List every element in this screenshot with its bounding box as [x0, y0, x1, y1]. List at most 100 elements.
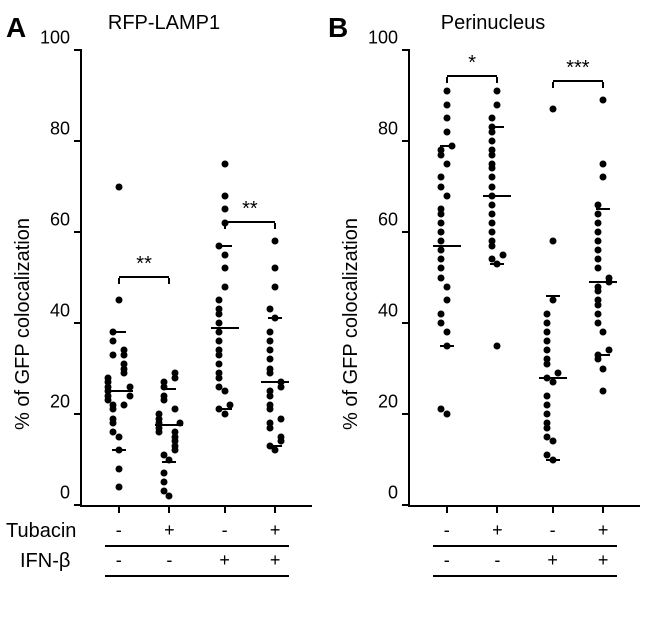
- data-point: [216, 329, 223, 336]
- data-point: [443, 128, 450, 135]
- data-point: [438, 238, 445, 245]
- y-tick-label: 20: [50, 392, 82, 413]
- data-point: [494, 342, 501, 349]
- data-point: [266, 347, 273, 354]
- data-point: [110, 415, 117, 422]
- tubacin-row-label: Tubacin: [6, 520, 76, 543]
- data-point: [544, 401, 551, 408]
- x-label-ifn: -: [444, 550, 450, 571]
- y-tick-label: 40: [378, 301, 410, 322]
- data-point: [544, 420, 551, 427]
- data-point: [544, 338, 551, 345]
- y-tick-label: 0: [60, 483, 82, 504]
- panel-a: A RFP-LAMP1 % of GFP colocalization 0204…: [0, 0, 328, 642]
- data-point: [121, 360, 128, 367]
- data-point: [544, 310, 551, 317]
- data-point: [216, 370, 223, 377]
- data-point: [438, 320, 445, 327]
- x-label-ifn: +: [270, 550, 281, 571]
- data-point: [549, 379, 556, 386]
- significance-drop: [552, 82, 554, 88]
- data-point: [494, 101, 501, 108]
- data-point: [594, 210, 601, 217]
- data-point: [161, 479, 168, 486]
- condition-underline: [105, 545, 289, 547]
- significance-drop: [224, 223, 226, 229]
- error-cap: [596, 208, 610, 210]
- y-tick: [402, 504, 410, 506]
- data-point: [221, 192, 228, 199]
- error-cap: [546, 459, 560, 461]
- error-cap: [490, 263, 504, 265]
- x-label-tubacin: -: [444, 520, 450, 541]
- data-point: [443, 411, 450, 418]
- ifn-row-label: IFN-β: [20, 550, 70, 573]
- significance-label: **: [242, 198, 258, 221]
- data-point: [594, 201, 601, 208]
- mean-bar: [211, 327, 239, 329]
- data-point: [438, 406, 445, 413]
- condition-underline: [433, 545, 617, 547]
- data-point: [272, 283, 279, 290]
- y-tick: [402, 413, 410, 415]
- data-point: [499, 251, 506, 258]
- data-point: [438, 219, 445, 226]
- data-point: [221, 388, 228, 395]
- data-point: [126, 392, 133, 399]
- x-label-tubacin: +: [270, 520, 281, 541]
- x-label-tubacin: +: [492, 520, 503, 541]
- data-point: [438, 256, 445, 263]
- data-point: [161, 379, 168, 386]
- x-label-tubacin: -: [222, 520, 228, 541]
- data-point: [594, 297, 601, 304]
- data-point: [544, 451, 551, 458]
- data-point: [544, 433, 551, 440]
- data-point: [438, 229, 445, 236]
- error-cap: [218, 408, 232, 410]
- data-point: [171, 429, 178, 436]
- data-point: [438, 183, 445, 190]
- data-point: [438, 274, 445, 281]
- data-point: [221, 251, 228, 258]
- data-point: [221, 206, 228, 213]
- x-label-ifn: -: [116, 550, 122, 571]
- data-point: [489, 160, 496, 167]
- data-point: [161, 488, 168, 495]
- panel-b-ylabel: % of GFP colocalization: [340, 218, 363, 430]
- panel-b-plot: 020406080100--+--+++****: [408, 50, 640, 507]
- y-tick: [402, 140, 410, 142]
- data-point: [544, 411, 551, 418]
- y-tick: [74, 504, 82, 506]
- data-point: [489, 147, 496, 154]
- error-cap: [440, 145, 454, 147]
- y-tick-label: 0: [388, 483, 410, 504]
- significance-drop: [118, 278, 120, 284]
- data-point: [221, 283, 228, 290]
- data-point: [544, 320, 551, 327]
- significance-bar: [225, 221, 276, 223]
- y-tick-label: 100: [40, 28, 82, 49]
- data-point: [594, 265, 601, 272]
- data-point: [171, 370, 178, 377]
- significance-bar: [447, 75, 498, 77]
- data-point: [443, 160, 450, 167]
- data-point: [272, 238, 279, 245]
- data-point: [600, 365, 607, 372]
- y-tick-label: 40: [50, 301, 82, 322]
- data-point: [266, 388, 273, 395]
- x-tick: [602, 505, 604, 513]
- data-point: [110, 338, 117, 345]
- y-tick: [74, 140, 82, 142]
- significance-label: **: [136, 253, 152, 276]
- data-point: [555, 370, 562, 377]
- error-cap: [112, 449, 126, 451]
- data-point: [216, 297, 223, 304]
- data-point: [110, 429, 117, 436]
- data-point: [161, 470, 168, 477]
- x-label-ifn: +: [219, 550, 230, 571]
- data-point: [272, 447, 279, 454]
- data-point: [489, 210, 496, 217]
- data-point: [594, 238, 601, 245]
- y-tick-label: 60: [50, 210, 82, 231]
- significance-label: *: [468, 52, 476, 75]
